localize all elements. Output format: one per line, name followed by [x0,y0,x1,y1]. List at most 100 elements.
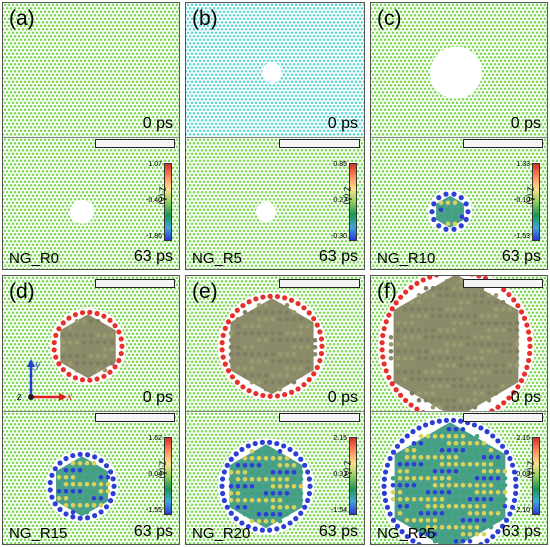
axis-label-z: z [17,389,22,403]
snapshot-final [186,411,364,544]
colorbar-gradient [164,437,172,515]
colorbar-gradient [164,163,172,241]
colorbar-mid: -0.10 [514,197,530,204]
colorbar-max: 1.33 [516,161,530,168]
colorbar-gradient [349,163,357,241]
colorbar-min: -1.86 [146,233,162,240]
coordinate-axes: y z x [17,357,77,407]
time-label-initial: 0 ps [510,115,541,132]
side-view-strip [95,413,175,422]
colorbar-min: -1.53 [514,233,530,240]
colorbar-axis-label: Z (Å) [342,460,352,479]
nanopore-hole [256,201,276,222]
atom-lattice [371,138,547,269]
colorbar-axis-label: Z (Å) [157,186,167,205]
time-label-initial: 0 ps [327,389,358,406]
atom-lattice [186,3,364,137]
sample-label: NG_R5 [192,250,243,267]
colorbar: 2.15 0.31 -1.54 Z (Å) [316,435,360,515]
sample-label: NG_R20 [192,525,251,542]
atom-lattice [186,276,364,411]
time-label-initial: 0 ps [510,389,541,406]
panel-1: (a) 0 ps 63 ps NG_R0 1.07 -0.40 -1.86 Z (Å) [2,2,180,270]
colorbar-max: 0.85 [333,161,347,168]
colorbar-gradient [532,163,540,241]
nanopore-hole [430,46,482,99]
panel-label: (f) [377,280,397,303]
nanopore-hole [262,62,282,83]
snapshot-final [371,137,547,269]
colorbar-axis-label: Z (Å) [157,460,167,479]
time-label-initial: 0 ps [142,389,173,406]
atom-lattice [186,138,364,269]
colorbar-min: -1.54 [331,507,347,514]
side-view-strip [95,279,175,288]
panel-2: (b) 0 ps 63 ps NG_R5 0.85 0.27 -0.30 Z (Å) [185,2,365,270]
time-label-final: 63 ps [133,248,173,265]
side-view-strip [279,279,360,288]
side-view-strip [463,279,543,288]
colorbar-mid: 0.04 [148,471,162,478]
panel-3: (c) 0 ps 63 ps NG_R10 1.33 -0.10 -1.53 Z (Å) [370,2,548,270]
atom-lattice [3,138,179,269]
time-label-final: 63 ps [501,523,541,540]
colorbar-mid: 0.31 [333,471,347,478]
colorbar-max: 1.07 [148,161,162,168]
colorbar-max: 1.62 [148,435,162,442]
panel-5: (e) 0 ps 63 ps NG_R20 2.15 0.31 -1.54 Z (Å) [185,275,365,545]
side-view-strip [279,413,360,422]
axis-label-x: x [67,389,73,403]
snapshot-initial [186,3,364,137]
cluster-region [60,314,116,379]
colorbar: 1.33 -0.10 -1.53 Z (Å) [499,161,543,241]
colorbar-axis-label: Z (Å) [525,460,535,479]
sample-label: NG_R0 [9,250,60,267]
colorbar-max: 2.15 [516,435,530,442]
time-label-initial: 0 ps [327,115,358,132]
panel-label: (d) [9,280,35,303]
snapshot-final [3,411,179,544]
colorbar-min: -2.10 [514,507,530,514]
panel-4: (d) 0 ps 63 ps NG_R15 1.62 0.04 -1.55 Z (Å) y z x [2,275,180,545]
atom-lattice [371,276,547,411]
colorbar-gradient [532,437,540,515]
time-label-final: 63 ps [318,248,358,265]
sample-label: NG_R25 [377,525,436,542]
snapshot-initial [3,3,179,137]
time-label-final: 63 ps [318,523,358,540]
side-view-strip [463,413,543,422]
nanopore-hole [70,199,94,224]
snapshot-initial [371,3,547,137]
atom-lattice [3,412,179,544]
panel-label: (e) [192,280,218,303]
side-view-strip [95,139,175,148]
snapshot-initial [371,276,547,411]
side-view-strip [279,139,360,148]
snapshot-final [3,137,179,269]
panel-label: (b) [192,7,218,30]
colorbar-gradient [349,437,357,515]
time-label-final: 63 ps [501,248,541,265]
colorbar-axis-label: Z (Å) [525,186,535,205]
colorbar-max: 2.15 [333,435,347,442]
colorbar: 1.07 -0.40 -1.86 Z (Å) [131,161,175,241]
sample-label: NG_R10 [377,250,436,267]
panel-label: (a) [9,7,35,30]
colorbar: 2.15 0.03 -2.10 Z (Å) [499,435,543,515]
sample-label: NG_R15 [9,525,68,542]
colorbar-min: -1.55 [146,507,162,514]
colorbar-mid: -0.40 [146,197,162,204]
atom-lattice [3,276,179,411]
atom-lattice [371,3,547,137]
time-label-final: 63 ps [133,523,173,540]
snapshot-initial [3,276,179,411]
colorbar: 1.62 0.04 -1.55 Z (Å) [131,435,175,515]
axis-label-y: y [35,357,41,371]
atom-lattice [371,412,547,544]
snapshot-final [371,411,547,544]
snapshot-final [186,137,364,269]
time-label-initial: 0 ps [142,115,173,132]
side-view-strip [463,139,543,148]
panel-6: (f) 0 ps 63 ps NG_R25 2.15 0.03 -2.10 Z (Å) [370,275,548,545]
